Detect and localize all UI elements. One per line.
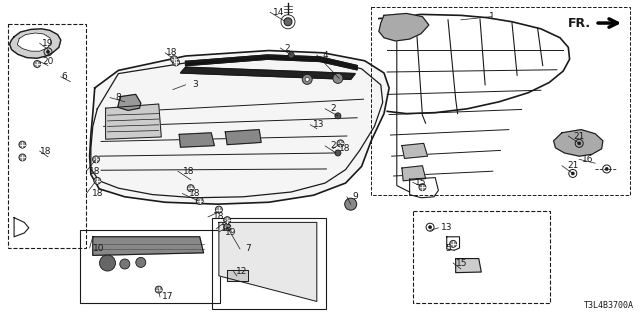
Circle shape — [173, 59, 179, 66]
Text: 12: 12 — [236, 267, 248, 276]
Polygon shape — [225, 130, 261, 145]
Text: 18: 18 — [92, 189, 103, 198]
Text: 7: 7 — [246, 244, 251, 253]
Circle shape — [100, 255, 116, 271]
Polygon shape — [219, 222, 317, 301]
Circle shape — [337, 140, 344, 147]
Text: 18: 18 — [40, 147, 52, 156]
Text: 21: 21 — [573, 132, 585, 140]
Text: 18: 18 — [89, 167, 100, 176]
Text: 13: 13 — [313, 120, 324, 129]
Text: 18: 18 — [213, 212, 225, 221]
Circle shape — [288, 52, 294, 58]
Circle shape — [47, 50, 49, 53]
Text: FR.: FR. — [568, 17, 591, 29]
Circle shape — [216, 206, 222, 213]
Polygon shape — [93, 237, 204, 255]
Circle shape — [34, 60, 40, 68]
Circle shape — [19, 154, 26, 161]
Text: 4: 4 — [323, 51, 328, 60]
Text: 8: 8 — [116, 93, 121, 102]
Text: 13: 13 — [441, 223, 452, 232]
Text: 21: 21 — [567, 161, 579, 170]
Text: 5: 5 — [445, 244, 451, 253]
Text: 17: 17 — [162, 292, 173, 301]
Circle shape — [136, 257, 146, 268]
Circle shape — [419, 184, 426, 191]
Text: 2: 2 — [284, 44, 289, 52]
Bar — [8, 24, 86, 248]
Circle shape — [333, 73, 343, 84]
Circle shape — [578, 142, 580, 145]
Circle shape — [305, 77, 309, 81]
Circle shape — [120, 259, 130, 269]
Bar — [413, 211, 550, 303]
Polygon shape — [10, 29, 61, 58]
Polygon shape — [180, 67, 355, 79]
Text: 16: 16 — [582, 155, 593, 164]
Polygon shape — [456, 259, 481, 273]
Text: 9: 9 — [353, 192, 358, 201]
Polygon shape — [118, 94, 141, 110]
Circle shape — [572, 172, 574, 175]
Text: 18: 18 — [189, 189, 201, 198]
Circle shape — [224, 217, 230, 224]
Circle shape — [345, 198, 356, 210]
Circle shape — [335, 113, 341, 119]
Circle shape — [450, 240, 456, 247]
Polygon shape — [402, 143, 428, 158]
Circle shape — [156, 286, 162, 293]
Text: T3L4B3700A: T3L4B3700A — [584, 301, 634, 310]
Text: 18: 18 — [166, 48, 177, 57]
Polygon shape — [179, 133, 214, 147]
Circle shape — [171, 56, 177, 63]
Text: 2: 2 — [330, 141, 335, 150]
Circle shape — [188, 185, 194, 192]
Circle shape — [224, 224, 230, 231]
Polygon shape — [379, 13, 429, 41]
Polygon shape — [90, 51, 389, 204]
Text: 3: 3 — [193, 80, 198, 89]
Circle shape — [284, 18, 292, 26]
Circle shape — [429, 226, 431, 229]
Text: 14: 14 — [273, 8, 284, 17]
Polygon shape — [106, 104, 161, 139]
Text: 15: 15 — [415, 178, 427, 187]
Circle shape — [605, 167, 608, 171]
Polygon shape — [227, 270, 248, 281]
Circle shape — [93, 156, 99, 163]
Text: 10: 10 — [93, 244, 105, 252]
Text: 19: 19 — [42, 39, 54, 48]
Circle shape — [335, 150, 341, 156]
Text: 18: 18 — [183, 167, 195, 176]
Polygon shape — [402, 166, 426, 181]
Text: 2: 2 — [330, 104, 335, 113]
Text: 18: 18 — [221, 224, 233, 233]
Circle shape — [94, 177, 100, 184]
Circle shape — [302, 74, 312, 84]
Text: 1: 1 — [489, 12, 494, 21]
Polygon shape — [17, 33, 51, 51]
Circle shape — [196, 197, 203, 204]
Circle shape — [19, 141, 26, 148]
Text: 20: 20 — [42, 57, 54, 66]
Polygon shape — [186, 55, 357, 70]
Text: 18: 18 — [339, 144, 350, 153]
Polygon shape — [554, 130, 603, 156]
Bar — [80, 230, 220, 303]
Text: 6: 6 — [61, 72, 67, 81]
Text: 19: 19 — [225, 228, 236, 236]
Bar — [212, 218, 326, 309]
Text: 15: 15 — [456, 259, 468, 268]
